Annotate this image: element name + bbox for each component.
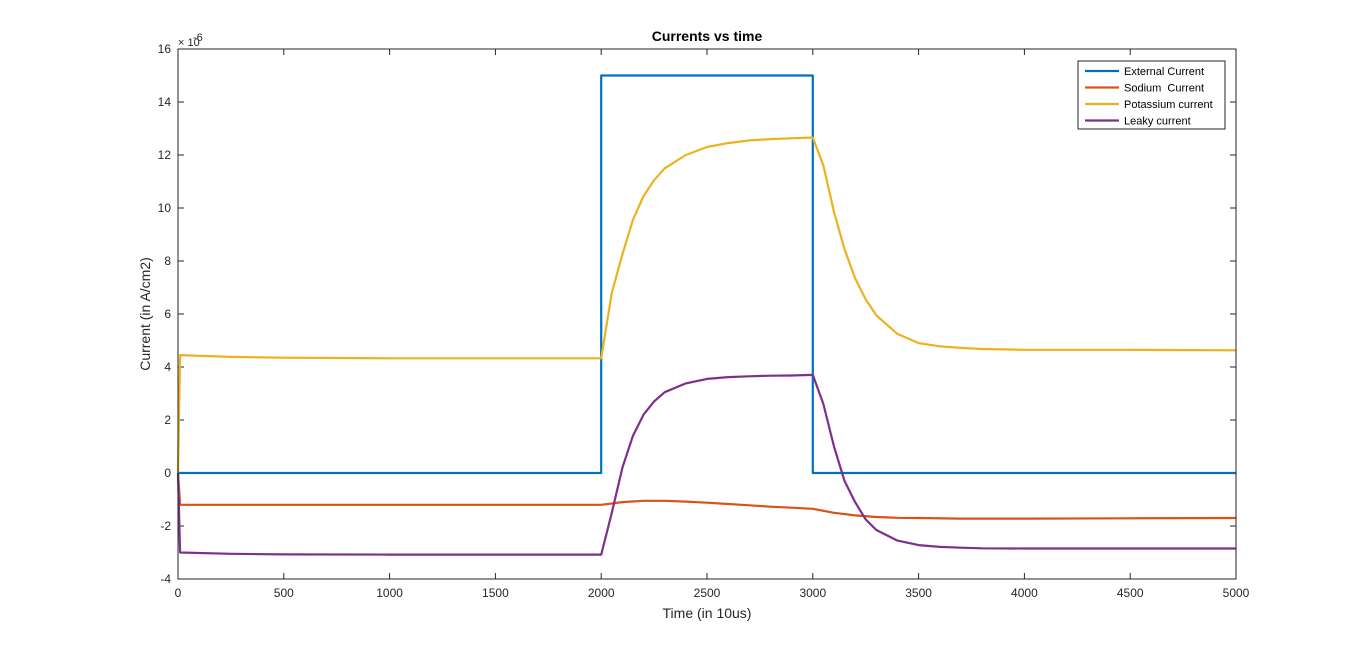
- y-tick-label: 14: [158, 95, 172, 109]
- y-tick-label: 10: [158, 201, 172, 215]
- y-tick-label: -4: [160, 572, 171, 586]
- y-tick-label: 8: [164, 254, 171, 268]
- y-tick-label: 4: [164, 360, 171, 374]
- plot-frame: [177, 48, 1237, 580]
- y-axis-label: Current (in A/cm2): [137, 257, 153, 371]
- plot-area: [178, 49, 1236, 579]
- y-exponent-base: × 10: [178, 37, 200, 49]
- y-tick-label: 12: [158, 148, 172, 162]
- legend-label-sodium-current: Sodium Current: [1124, 83, 1204, 95]
- y-exponent-power: -6: [193, 32, 203, 44]
- x-tick-label: 5000: [1223, 586, 1250, 600]
- x-tick-label: 3500: [905, 586, 932, 600]
- y-tick-label: 6: [164, 307, 171, 321]
- series-line-external-current: [178, 74, 1236, 475]
- legend: External Current Sodium Current Potassium …: [1077, 60, 1226, 130]
- y-tick-label: -2: [160, 519, 171, 533]
- y-tick-label: 16: [158, 42, 172, 56]
- y-tick-label: 0: [164, 466, 171, 480]
- tick-labels: 0 500 1000 1500 2000 2500 3000 3500 4000 4500 5000…: [158, 42, 1250, 600]
- x-tick-label: 0: [175, 586, 182, 600]
- x-tick-label: 2500: [694, 586, 721, 600]
- chart-title: Currents vs time: [652, 28, 763, 44]
- x-tick-label: 4500: [1117, 586, 1144, 600]
- x-tick-label: 3000: [799, 586, 826, 600]
- series-lines: [176, 74, 1237, 556]
- x-tick-label: 500: [274, 586, 294, 600]
- y-tick-label: 2: [164, 413, 171, 427]
- series-line-sodium-current: [176, 472, 1237, 520]
- series-line-leaky-current: [176, 373, 1236, 556]
- series-line-potassium-current: [176, 136, 1237, 474]
- x-tick-label: 2000: [588, 586, 615, 600]
- x-tick-label: 1500: [482, 586, 509, 600]
- legend-label-potassium-current: Potassium current: [1124, 99, 1213, 111]
- x-tick-label: 4000: [1011, 586, 1038, 600]
- legend-label-leaky-current: Leaky current: [1124, 116, 1191, 128]
- x-tick-label: 1000: [376, 586, 403, 600]
- x-axis-label: Time (in 10us): [663, 605, 752, 621]
- legend-label-external-current: External Current: [1124, 66, 1204, 78]
- legend-box: [1077, 60, 1226, 130]
